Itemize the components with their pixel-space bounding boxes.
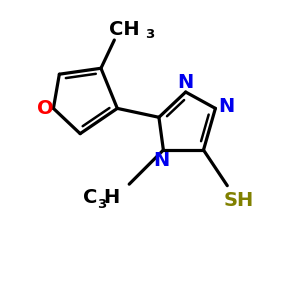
Text: N: N bbox=[219, 97, 235, 116]
Text: H: H bbox=[103, 188, 119, 207]
Text: N: N bbox=[178, 73, 194, 92]
Text: N: N bbox=[153, 151, 169, 170]
Text: SH: SH bbox=[224, 191, 254, 210]
Text: O: O bbox=[37, 99, 53, 118]
Text: C: C bbox=[83, 188, 97, 207]
Text: 3: 3 bbox=[145, 28, 154, 41]
Text: CH: CH bbox=[110, 20, 140, 39]
Text: 3: 3 bbox=[97, 198, 106, 211]
